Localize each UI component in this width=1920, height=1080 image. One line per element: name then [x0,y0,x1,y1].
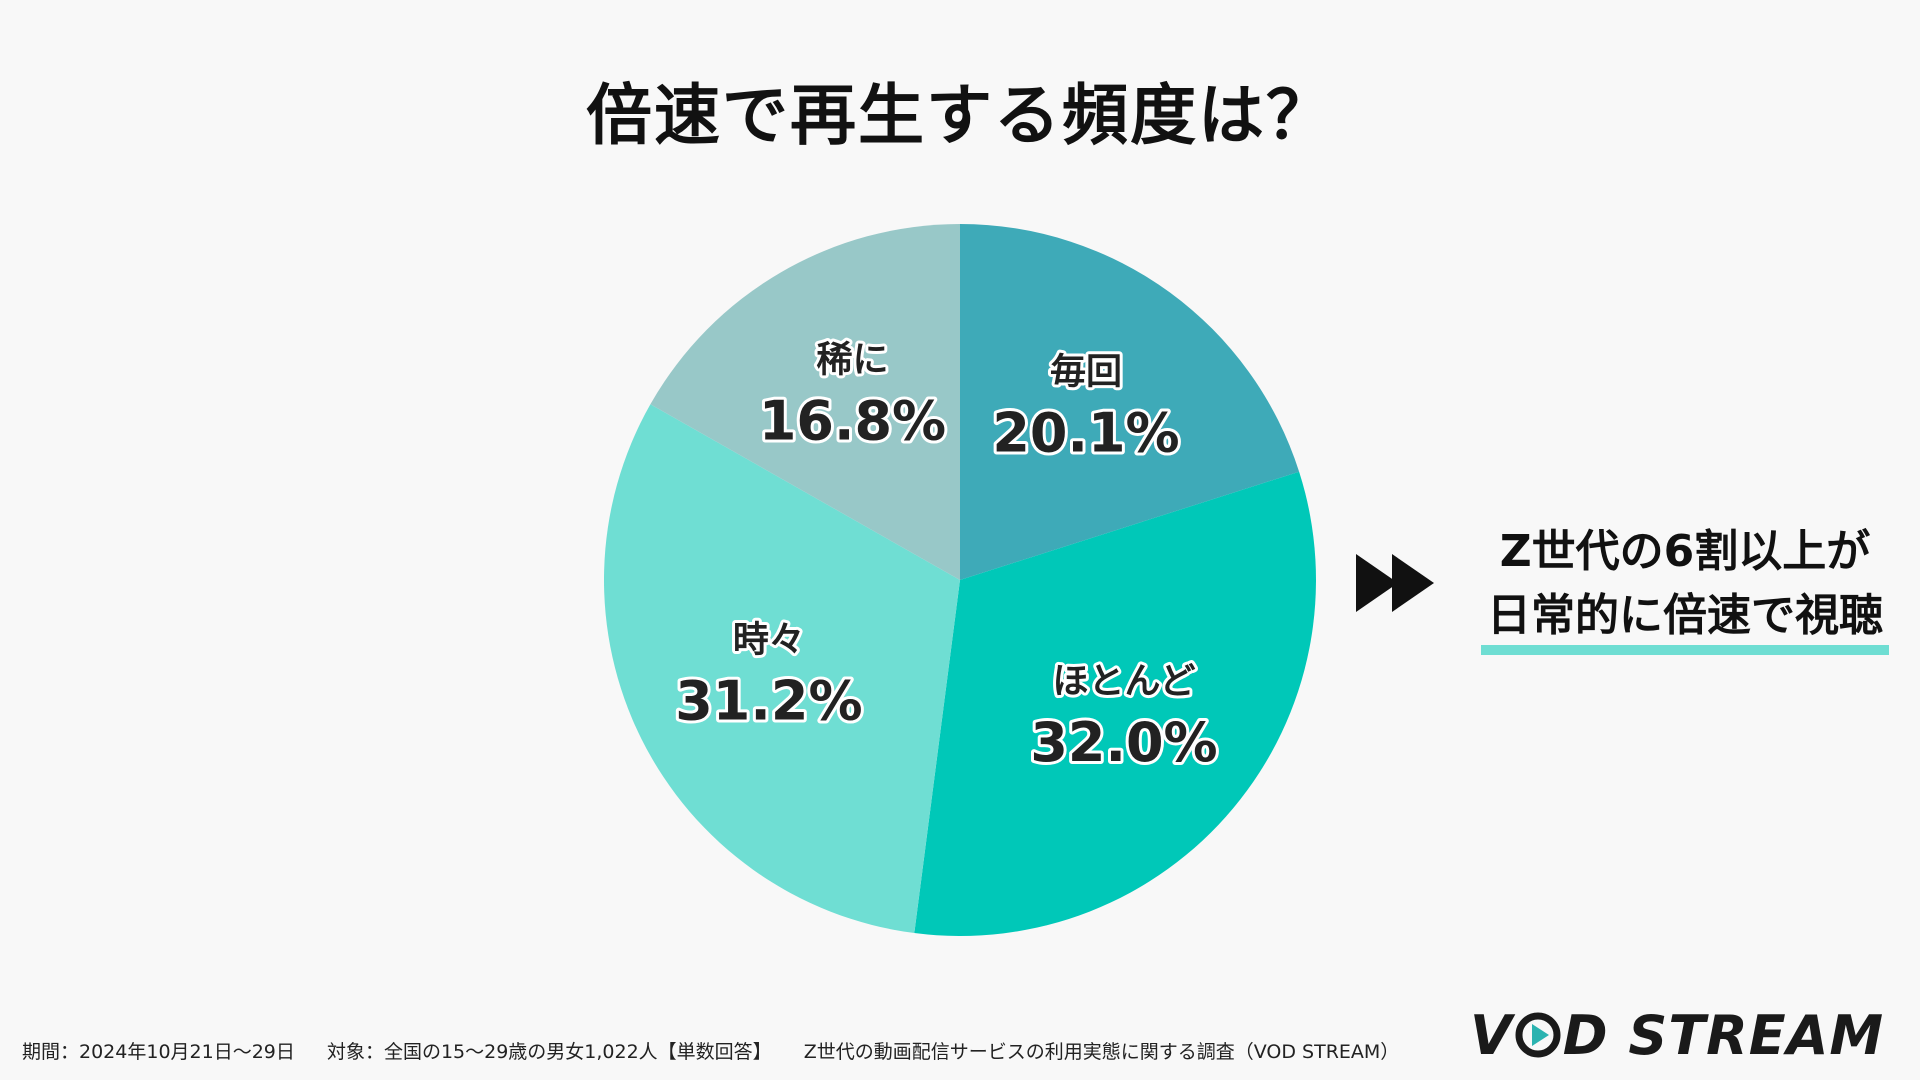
vod-stream-logo: V D STREAM [1470,1006,1900,1066]
callout-line-2: 日常的に倍速で視聴 [1481,587,1889,655]
logo-text-right: D STREAM [1562,1004,1885,1067]
footer-target: 対象：全国の15〜29歳の男女1,022人【単数回答】 [326,1041,772,1063]
callout-line-1: Z世代の6割以上が [1499,526,1871,577]
slice-value-label-3: 16.8% [759,389,946,452]
logo-text-left: V [1470,1004,1513,1067]
play-circle-icon [1515,1012,1561,1058]
slice-category-label-1: ほとんど [1053,661,1196,702]
pie-chart: 毎回 20.1% ほとんど 32.0% 時々 31.2% 稀に 16.8% [603,223,1316,937]
slice-value-label-0: 20.1% [992,402,1179,465]
callout: Z世代の6割以上が 日常的に倍速で視聴 [1350,520,1920,670]
pie-slice-2 [603,404,960,934]
footer: 期間：2024年10月21日〜29日 対象：全国の15〜29歳の男女1,022人… [22,1037,1425,1064]
slice-value-label-1: 32.0% [1030,711,1217,774]
fast-forward-icon [1356,554,1434,612]
slice-value-label-2: 31.2% [675,669,862,732]
footer-period: 期間：2024年10月21日〜29日 [22,1041,295,1063]
pie-slice-3 [650,223,960,580]
pie-slice-0 [960,224,1300,580]
slice-category-label-3: 稀に [816,339,888,380]
page-title: 倍速で再生する頻度は？ [586,77,1334,154]
pie-slice-1 [914,471,1316,937]
slice-category-label-0: 毎回 [1050,352,1122,393]
slice-category-label-2: 時々 [733,619,805,660]
footer-source: Z世代の動画配信サービスの利用実態に関する調査（VOD STREAM） [803,1041,1400,1063]
